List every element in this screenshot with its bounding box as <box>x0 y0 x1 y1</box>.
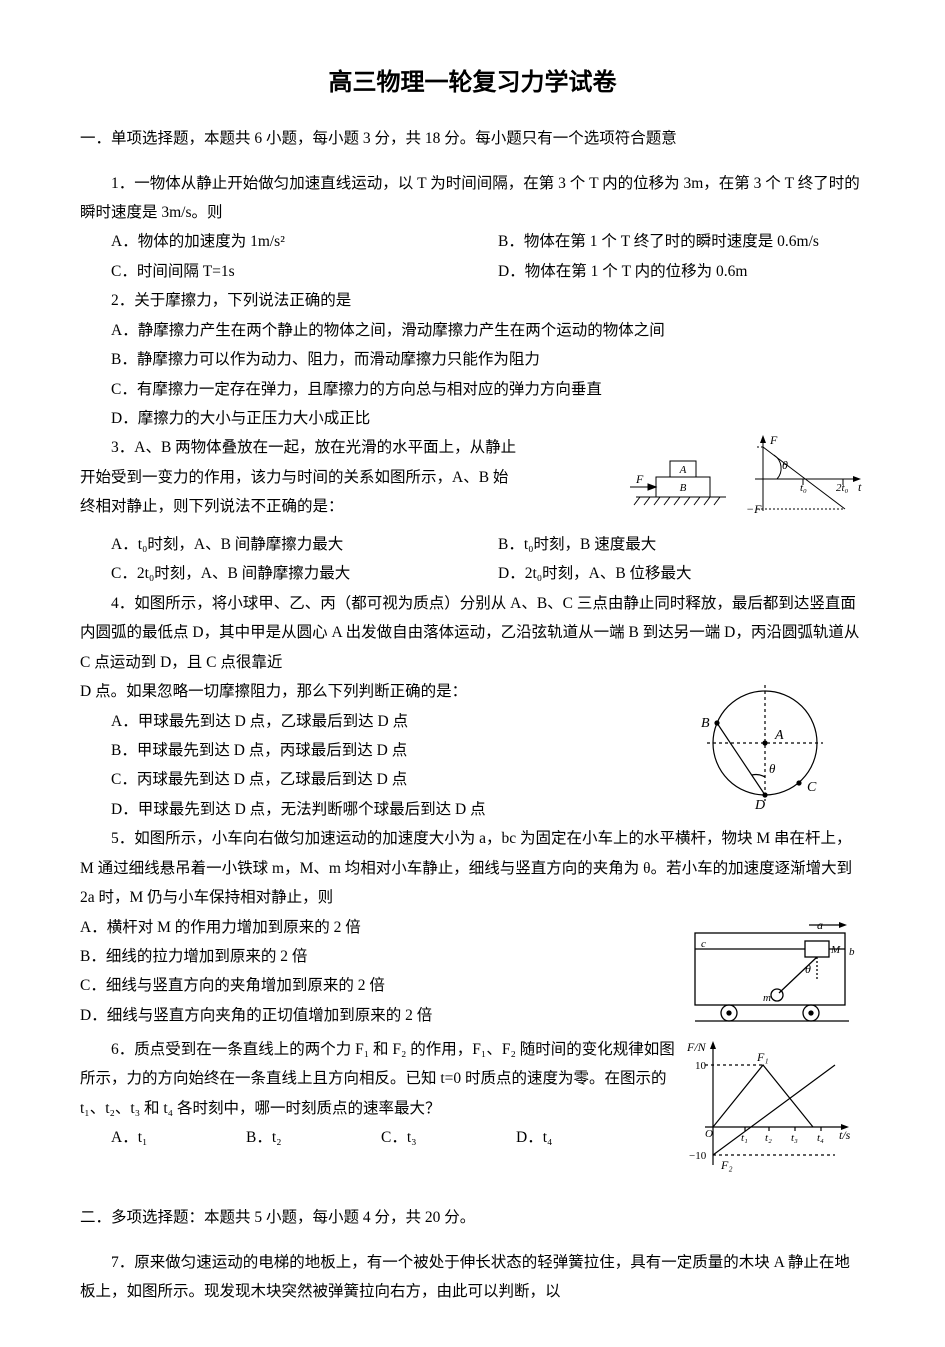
q5-label-a: a <box>817 918 823 932</box>
q3-options-row2: C．2t₀时刻，A、B 间静摩擦力最大 D．2t₀时刻，A、B 位移最大 <box>80 559 865 588</box>
q3-graph-t: t <box>858 480 862 494</box>
q2-opt-b: B．静摩擦力可以作为动力、阻力，而滑动摩擦力只能作为阻力 <box>111 345 865 374</box>
q6-t3: t₃ <box>791 1132 798 1144</box>
q2-stem: 2．关于摩擦力，下列说法正确的是 <box>80 286 865 315</box>
q6-F2: F₂ <box>720 1158 733 1172</box>
q6-opt-c: C．t₃ <box>381 1123 496 1152</box>
q6-t4: t₄ <box>817 1132 824 1144</box>
q3-opt-c: C．2t₀时刻，A、B 间静摩擦力最大 <box>111 559 478 588</box>
q6-opt-b: B．t₂ <box>246 1123 361 1152</box>
q4-label-d: D <box>754 798 765 811</box>
q3-graph-t0: t₀ <box>800 482 807 494</box>
q3-graph-f-top: F <box>769 433 778 447</box>
page-title: 高三物理一轮复习力学试卷 <box>80 60 865 106</box>
q5-label-c: c <box>701 938 706 950</box>
q2-opt-c: C．有摩擦力一定存在弹力，且摩擦力的方向总与相对应的弹力方向垂直 <box>111 375 865 404</box>
section-1-header: 一．单项选择题，本题共 6 小题，每小题 3 分，共 18 分。每小题只有一个选… <box>80 124 865 153</box>
q6-xlabel: t/s <box>839 1128 851 1142</box>
q1-opt-a: A．物体的加速度为 1m/s² <box>111 227 478 256</box>
q3-label-a: A <box>679 464 687 476</box>
q6-ylabel: F/N <box>686 1040 707 1054</box>
section-2-header: 二．多项选择题：本题共 5 小题，每小题 4 分，共 20 分。 <box>80 1203 865 1232</box>
q5-label-theta: θ <box>805 962 811 976</box>
q3-graph-2t0: 2t₀ <box>836 482 849 494</box>
q5-label-M: M <box>830 944 841 956</box>
q3-opt-b: B．t₀时刻，B 速度最大 <box>498 530 865 559</box>
q5-label-b: b <box>849 946 855 958</box>
q3-figure: A B F F −F t t₀ 2t₀ θ <box>630 433 865 529</box>
q2-opt-d: D．摩擦力的大小与正压力大小成正比 <box>111 404 865 433</box>
q6-options: A．t₁ B．t₂ C．t₃ D．t₄ <box>80 1123 631 1152</box>
q3-opt-d: D．2t₀时刻，A、B 位移最大 <box>498 559 865 588</box>
q6-y10: 10 <box>695 1060 707 1072</box>
q6-F1: F₁ <box>756 1050 769 1064</box>
q5-label-m: m <box>763 992 771 1004</box>
q4-label-a: A <box>774 728 784 743</box>
q3-label-f-arrow: F <box>635 472 644 486</box>
q4-figure: A B C D θ <box>695 681 835 821</box>
q4-label-theta: θ <box>769 761 776 776</box>
q6-opt-a: A．t₁ <box>111 1123 226 1152</box>
q7-stem: 7．原来做匀速运动的电梯的地板上，有一个被处于伸长状态的轻弹簧拉住，具有一定质量… <box>80 1248 865 1307</box>
q1-opt-b: B．物体在第 1 个 T 终了时的瞬时速度是 0.6m/s <box>498 227 865 256</box>
q3-graph-theta: θ <box>782 458 788 472</box>
q4-label-c: C <box>807 780 817 795</box>
q3-opt-a: A．t₀时刻，A、B 间静摩擦力最大 <box>111 530 478 559</box>
q1-opt-c: C．时间间隔 T=1s <box>111 257 478 286</box>
q3-label-b: B <box>680 482 687 494</box>
q1-options-row1: A．物体的加速度为 1m/s² B．物体在第 1 个 T 终了时的瞬时速度是 0… <box>80 227 865 256</box>
q6-t2: t₂ <box>765 1132 772 1144</box>
q6-yneg10: −10 <box>689 1150 707 1162</box>
q4-stem: 4．如图所示，将小球甲、乙、丙（都可视为质点）分别从 A、B、C 三点由静止同时… <box>80 589 865 677</box>
svg-text:O: O <box>705 1128 713 1140</box>
q5-stem: 5．如图所示，小车向右做匀加速运动的加速度大小为 a，bc 为固定在小车上的水平… <box>80 824 865 912</box>
q6-t1: t₁ <box>741 1132 748 1144</box>
q2-opt-a: A．静摩擦力产生在两个静止的物体之间，滑动摩擦力产生在两个运动的物体之间 <box>111 316 865 345</box>
q4-label-b: B <box>701 716 710 731</box>
q1-options-row2: C．时间间隔 T=1s D．物体在第 1 个 T 内的位移为 0.6m <box>80 257 865 286</box>
q6-figure: F/N 10 −10 O t/s t₁ t₂ t₃ t₄ F₁ F₂ <box>685 1037 855 1187</box>
q1-stem: 1．一物体从静止开始做匀加速直线运动，以 T 为时间间隔，在第 3 个 T 内的… <box>80 169 865 228</box>
q3-graph-f-bot: −F <box>746 502 762 516</box>
q3-options-row1: A．t₀时刻，A、B 间静摩擦力最大 B．t₀时刻，B 速度最大 <box>80 530 865 559</box>
q6-opt-d: D．t₄ <box>516 1123 631 1152</box>
q1-opt-d: D．物体在第 1 个 T 内的位移为 0.6m <box>498 257 865 286</box>
q5-figure: a M c b m θ <box>689 915 859 1035</box>
